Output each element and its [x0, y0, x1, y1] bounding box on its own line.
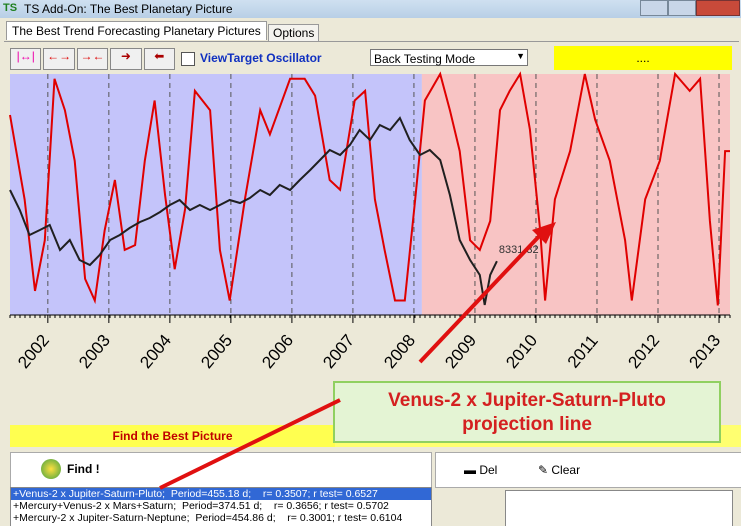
x-tick-label: 2013 [685, 331, 724, 372]
price-line [9, 116, 498, 306]
results-list: +Venus-2 x Jupiter-Saturn-Pluto; Period=… [10, 487, 432, 526]
x-tick-label: 2006 [258, 331, 297, 372]
oscillator-line [9, 71, 730, 306]
checkbox-label[interactable]: ViewTarget Oscillator [200, 51, 322, 65]
status-box: .... [554, 46, 732, 70]
result-item[interactable]: +Mercury+Venus-2 x Mars+Saturn; Period=3… [13, 500, 389, 512]
testing-region [421, 74, 730, 315]
tool-button[interactable]: →← [76, 48, 109, 70]
x-tick-label: 2012 [624, 331, 663, 372]
x-tick-label: 2002 [14, 331, 53, 372]
chart: 2002 2003 2004 2005 2006 2007 2008 2009 2010 2011… [9, 71, 731, 372]
x-tick-label: 2011 [564, 331, 602, 371]
annotation-box: Venus-2 x Jupiter-Saturn-Pluto projectio… [333, 381, 721, 443]
clear-button[interactable]: ✎ Clear [538, 463, 581, 477]
mode-value: Back Testing Mode [374, 52, 476, 66]
clear-label: Clear [551, 463, 581, 477]
tab[interactable]: The Best Trend Forecasting Planetary Pic… [6, 21, 267, 40]
result-item[interactable]: +Mercury-2 x Jupiter-Saturn-Neptune; Per… [13, 512, 403, 524]
find-panel: Find ! [10, 452, 432, 488]
annotation-line: projection line [462, 414, 592, 435]
tool-button[interactable]: |↔| [10, 48, 42, 70]
del-label: Del [479, 463, 498, 477]
checkbox[interactable] [181, 52, 195, 66]
x-tick-label: 2009 [441, 331, 480, 372]
x-tick-label: 2004 [136, 331, 175, 372]
x-tick-label: 2005 [197, 331, 236, 372]
x-tick-label: 2008 [380, 331, 419, 372]
maximize-button[interactable] [668, 0, 696, 16]
find-button[interactable]: Find ! [67, 462, 100, 476]
tab-border [4, 41, 739, 42]
x-tick-label: 2003 [75, 331, 114, 372]
tab[interactable]: Options [268, 24, 320, 41]
minimize-button[interactable] [640, 0, 668, 16]
annotation-line: Venus-2 x Jupiter-Saturn-Pluto [388, 390, 666, 411]
price-label: 8331.32 [499, 244, 539, 256]
close-button[interactable] [696, 0, 740, 16]
tool-button[interactable]: ⬅ [143, 48, 176, 70]
title-bar: TS TS Add-On: The Best Planetary Picture [0, 0, 741, 18]
toolbar-buttons: |↔| ←→ →← ➜ ⬅ [10, 48, 176, 70]
x-tick-label: 2010 [502, 331, 541, 372]
tool-button[interactable]: ➜ [110, 48, 142, 70]
del-button[interactable]: ▬ Del [464, 463, 498, 477]
x-tick-label: 2007 [319, 331, 358, 372]
result-item[interactable]: +Venus-2 x Jupiter-Saturn-Pluto; Period=… [11, 488, 431, 500]
edit-panel: ▬ Del ✎ Clear [435, 452, 741, 488]
tool-button[interactable]: ←→ [43, 48, 75, 70]
find-icon [41, 459, 61, 479]
app-icon: TS [3, 2, 18, 14]
window-title: TS Add-On: The Best Planetary Picture [24, 2, 233, 16]
text-box [505, 490, 733, 526]
mode-dropdown[interactable]: Back Testing Mode ▼ [370, 49, 528, 66]
panel-header: Find the Best Picture [10, 425, 335, 447]
